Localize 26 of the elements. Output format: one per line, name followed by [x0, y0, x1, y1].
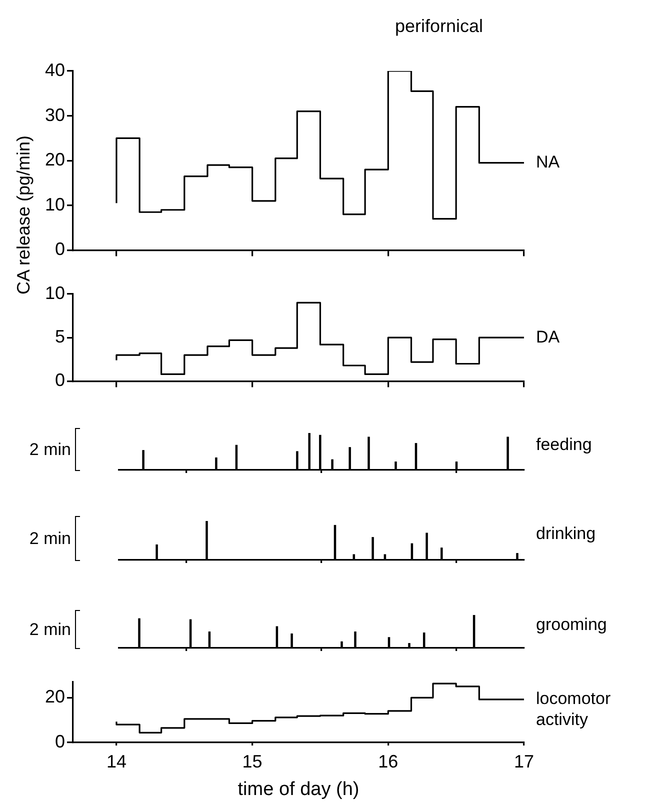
text: grooming [536, 615, 607, 634]
y-tick-label: 30 [44, 104, 65, 125]
y-tick-label: 40 [44, 60, 65, 80]
series-label: feeding [536, 435, 592, 454]
y-tick-label: 0 [54, 239, 65, 260]
series-label: drinking [536, 524, 596, 544]
x-tick-label: 15 [242, 751, 262, 772]
text: 2 min [29, 620, 71, 640]
y-tick-label: 20 [44, 150, 65, 170]
text: 2 min [29, 440, 71, 460]
y-tick-label: 5 [54, 326, 65, 347]
series-label: NA [536, 152, 560, 172]
y-tick-label: 0 [54, 731, 65, 752]
chart-title: perifornical [395, 16, 484, 37]
x-axis-title: time of day (h) [238, 778, 360, 800]
y-axis-title: CA release (pg/min) [14, 135, 34, 295]
x-tick-label: 14 [106, 751, 126, 772]
y-tick-label: 10 [44, 194, 65, 214]
text: 2 min [29, 528, 71, 548]
y-tick-label: 10 [44, 282, 65, 303]
x-tick-label: 16 [378, 751, 398, 772]
x-tick-label: 17 [514, 751, 534, 772]
y-tick-label: 0 [54, 370, 65, 390]
series-label: DA [536, 327, 560, 346]
y-tick-label: 20 [44, 686, 65, 707]
series-label: locomotor activity [536, 689, 611, 730]
